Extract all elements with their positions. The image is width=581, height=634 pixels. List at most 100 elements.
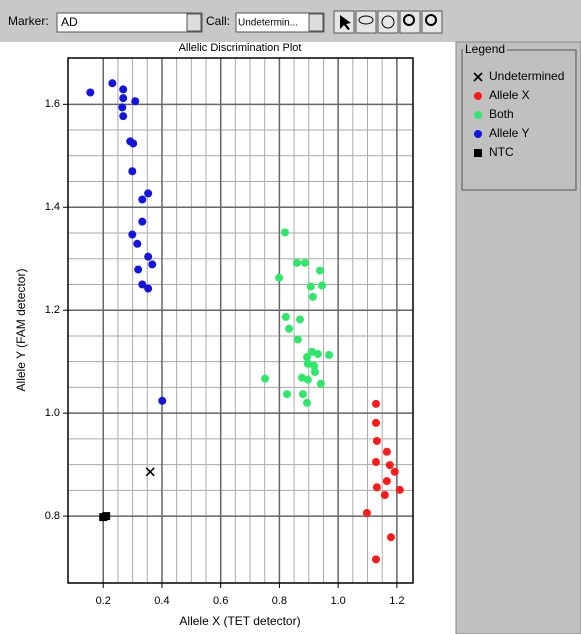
- legend-title: Legend: [465, 42, 505, 56]
- marker-value: AD: [61, 15, 78, 29]
- data-point: [303, 398, 312, 407]
- data-point: [306, 282, 315, 291]
- pan-tool[interactable]: [377, 10, 399, 34]
- data-point: [138, 280, 147, 289]
- data-point: [313, 349, 322, 358]
- data-point: [131, 97, 140, 106]
- data-point: [382, 447, 391, 456]
- data-point: [372, 555, 381, 564]
- data-point: [144, 189, 153, 198]
- hand-icon: [381, 15, 395, 29]
- data-point: [119, 94, 128, 103]
- legend-title-bg: [463, 44, 507, 56]
- data-point: [372, 399, 381, 408]
- data-point: [144, 252, 153, 261]
- y-tick-label: 1.6: [45, 98, 60, 110]
- data-point: [119, 112, 128, 121]
- data-point: [310, 361, 319, 370]
- zoom-out-icon: [425, 14, 437, 26]
- marker-dropdown[interactable]: [56, 12, 203, 33]
- legend-marker: [474, 130, 482, 138]
- x-tick-label: 0.6: [213, 595, 228, 607]
- legend-label: Allele X: [489, 88, 530, 102]
- legend-marker: [473, 72, 483, 82]
- call-dropdown[interactable]: [235, 12, 325, 33]
- data-point: [281, 312, 290, 321]
- data-point: [298, 390, 307, 399]
- call-label: Call:: [206, 14, 230, 28]
- data-point: [128, 230, 137, 239]
- x-tick-label: 1.0: [330, 595, 345, 607]
- data-point: [372, 436, 381, 445]
- data-point: [293, 335, 302, 344]
- data-point: [108, 79, 117, 88]
- x-tick-label: 0.8: [272, 595, 287, 607]
- legend-box: [461, 49, 577, 191]
- y-tick-label: 1.0: [45, 407, 60, 419]
- legend-marker: [474, 92, 482, 100]
- data-point: [310, 367, 319, 376]
- data-point: [395, 485, 404, 494]
- data-point: [386, 533, 395, 542]
- data-point: [382, 477, 391, 486]
- data-point: [316, 379, 325, 388]
- data-point: [300, 258, 309, 267]
- dropdown-arrow[interactable]: [308, 13, 324, 32]
- legend-panel: [455, 41, 581, 634]
- dropdown-arrow[interactable]: [186, 13, 202, 32]
- data-point: [138, 217, 147, 226]
- y-tick-label: 1.4: [45, 201, 60, 213]
- data-point: [133, 239, 142, 248]
- legend-label: Undetermined: [489, 69, 564, 83]
- call-value: Undetermin...: [238, 18, 298, 29]
- data-point: [303, 359, 312, 368]
- data-point: [315, 266, 324, 275]
- data-point: [158, 396, 167, 405]
- data-point: [128, 167, 137, 176]
- data-point: [118, 103, 127, 112]
- data-point: [385, 461, 394, 470]
- data-point: [261, 374, 270, 383]
- legend-label: Allele Y: [489, 126, 529, 140]
- data-point: [285, 324, 294, 333]
- data-point: [134, 265, 143, 274]
- legend-marker: [474, 111, 482, 119]
- y-axis-label: Allele Y (FAM detector): [14, 269, 28, 392]
- x-tick-label: 0.4: [154, 595, 169, 607]
- lasso-tool[interactable]: [355, 10, 377, 34]
- y-tick-label: 1.2: [45, 304, 60, 316]
- data-point: [303, 353, 312, 362]
- data-point: [372, 418, 381, 427]
- data-point: [86, 88, 95, 97]
- data-point: [372, 483, 381, 492]
- legend-marker: [474, 149, 482, 157]
- legend-label: NTC: [489, 145, 514, 159]
- marker-label: Marker:: [8, 14, 49, 28]
- data-point: [280, 228, 289, 237]
- data-point: [283, 390, 292, 399]
- data-point: [275, 273, 284, 282]
- data-point: [148, 260, 157, 269]
- data-point: [102, 512, 111, 521]
- data-point: [362, 509, 371, 517]
- data-point: [390, 467, 399, 476]
- data-point: [308, 292, 317, 301]
- data-point: [138, 195, 147, 204]
- data-point: [119, 85, 128, 94]
- legend-label: Both: [489, 107, 514, 121]
- data-point: [129, 139, 138, 148]
- data-point: [293, 258, 302, 267]
- x-tick-label: 0.2: [96, 595, 111, 607]
- data-point: [317, 281, 326, 290]
- y-tick-label: 0.8: [45, 510, 60, 522]
- lasso-icon: [358, 15, 374, 25]
- data-point: [295, 315, 304, 324]
- data-point: [372, 458, 381, 467]
- data-point: [144, 284, 153, 293]
- x-tick-label: 1.2: [389, 595, 404, 607]
- data-point: [145, 467, 155, 477]
- zoom-in-icon: [403, 14, 415, 26]
- data-point: [380, 490, 389, 499]
- x-axis-label: Allele X (TET detector): [179, 614, 300, 628]
- chart-title: Allelic Discrimination Plot: [179, 42, 302, 54]
